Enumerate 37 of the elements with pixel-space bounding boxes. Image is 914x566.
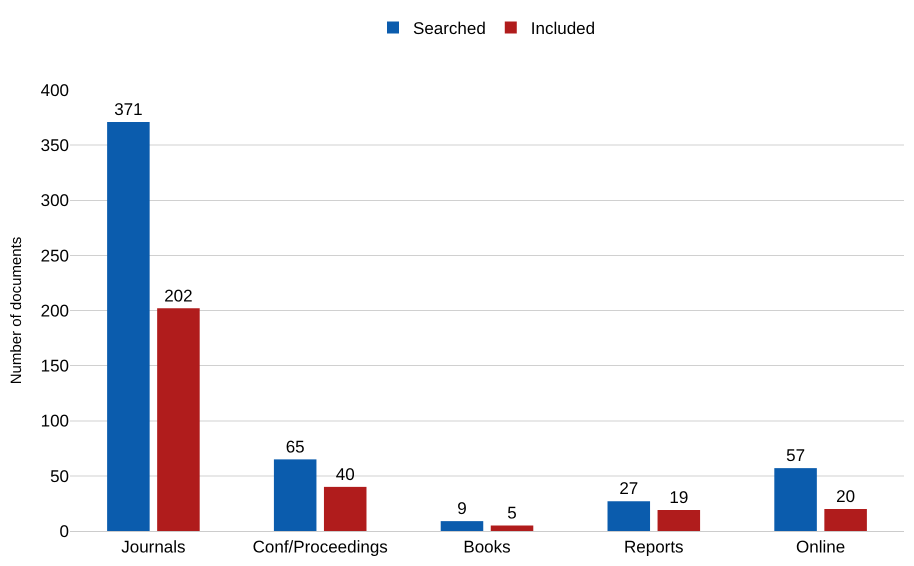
y-tick-label: 50	[50, 466, 69, 486]
data-label: 20	[836, 486, 856, 506]
y-tick-label: 350	[40, 136, 69, 156]
x-tick-label: Journals	[121, 537, 186, 556]
data-label: 19	[669, 488, 688, 508]
bar	[608, 501, 650, 531]
data-label: 5	[507, 503, 517, 522]
x-tick-label: Conf/Proceedings	[252, 537, 388, 556]
y-tick-label: 400	[40, 80, 69, 100]
bar	[157, 308, 200, 531]
bar	[490, 525, 534, 531]
y-tick-label: 200	[40, 301, 69, 320]
data-label: 40	[336, 464, 355, 484]
x-tick-label: Online	[796, 537, 846, 556]
bar	[440, 521, 484, 531]
legend-label: Searched	[413, 19, 486, 38]
y-tick-label: 150	[40, 356, 69, 376]
bar	[107, 122, 150, 531]
bar	[824, 508, 867, 531]
bar	[658, 510, 700, 531]
x-tick-label: Reports	[624, 537, 684, 556]
data-label: 65	[286, 437, 305, 456]
bar	[274, 459, 316, 531]
legend-label: Included	[530, 19, 596, 38]
y-tick-label: 100	[40, 412, 69, 431]
data-label: 9	[457, 499, 467, 518]
bar	[324, 486, 366, 531]
data-label: 57	[786, 446, 806, 466]
data-label: 371	[114, 100, 143, 119]
y-tick-label: 300	[40, 191, 69, 210]
data-label: 27	[619, 479, 638, 498]
x-tick-label: Books	[463, 537, 511, 556]
data-label: 202	[164, 286, 193, 306]
y-tick-label: 250	[40, 246, 69, 266]
bar	[774, 468, 817, 531]
y-tick-label: 0	[60, 522, 69, 541]
y-axis-title: Number of documents	[8, 236, 25, 384]
